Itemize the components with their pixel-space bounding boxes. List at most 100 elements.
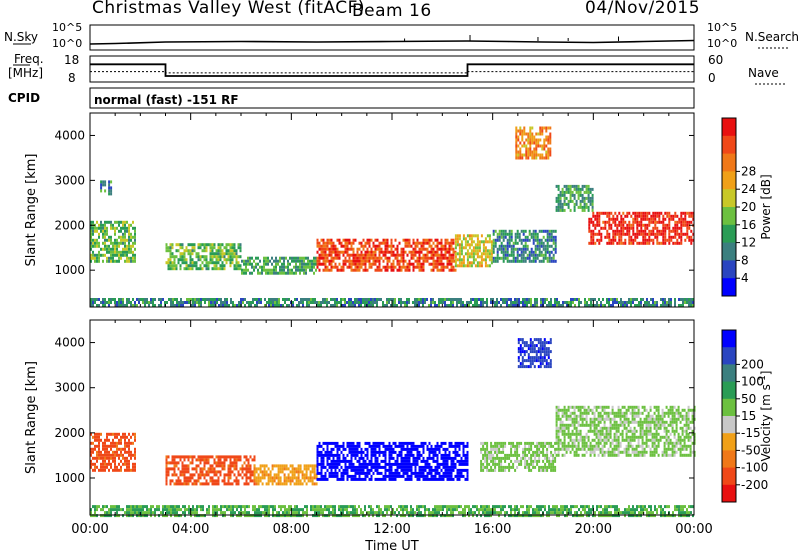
velocity-xtick-label: 08:00 xyxy=(273,522,310,537)
power-colorbar-seg-3 xyxy=(722,171,736,190)
power-ylabel: Slant Range [km] xyxy=(24,154,39,267)
power-colorbar-label: Power [dB] xyxy=(759,174,773,239)
velocity-xlabel: Time UT xyxy=(364,539,418,554)
velocity-data-layer xyxy=(90,338,696,518)
velocity-region-6 xyxy=(693,453,696,457)
power-region-5 xyxy=(490,261,493,265)
power-colorbar-tick-label: 24 xyxy=(741,182,756,196)
power-ytick-label: 2000 xyxy=(54,218,85,232)
power-colorbar-seg-4 xyxy=(722,189,736,208)
power-data-layer xyxy=(90,126,695,307)
velocity-colorbar-seg-7 xyxy=(722,450,736,469)
power-region-6 xyxy=(554,259,557,263)
power-colorbar-seg-2 xyxy=(722,153,736,172)
velocity-xtick-label: 04:00 xyxy=(172,522,209,537)
velocity-region-3 xyxy=(466,477,469,481)
velocity-xtick-label: 16:00 xyxy=(474,522,511,537)
velocity-colorbar-tick-label: -50 xyxy=(741,443,761,457)
power-colorbar-seg-0 xyxy=(722,118,736,137)
power-colorbar-seg-9 xyxy=(722,278,736,297)
velocity-ytick-label: 2000 xyxy=(54,426,85,440)
velocity-colorbar-tick-label: -15 xyxy=(741,426,761,440)
velocity-colorbar-tick-label: -100 xyxy=(741,461,768,475)
nsearch-tick-bottom: 10^0 xyxy=(707,37,738,50)
power-region-7 xyxy=(549,153,552,157)
nsearch-tick-top: 10^5 xyxy=(707,21,738,34)
power-colorbar-seg-1 xyxy=(722,135,736,155)
power-colorbar-seg-6 xyxy=(722,224,736,244)
velocity-ytick-label: 4000 xyxy=(54,336,85,350)
nave-tick-bottom: 0 xyxy=(708,71,716,85)
power-ytick-label: 3000 xyxy=(54,173,85,187)
velocity-ytick-label: 1000 xyxy=(54,471,85,485)
power-colorbar-tick-label: 12 xyxy=(741,236,756,250)
velocity-xtick-label: 12:00 xyxy=(373,522,410,537)
cpid-frame xyxy=(89,87,695,109)
freq-series xyxy=(90,63,694,77)
velocity-colorbar-tick-label: -200 xyxy=(741,478,768,492)
velocity-colorbar-label: Velocity [m s-1] xyxy=(758,371,773,462)
power-region-10 xyxy=(692,304,694,307)
velocity-colorbar-seg-4 xyxy=(722,398,736,417)
velocity-colorbar-tick-label: 200 xyxy=(741,357,764,371)
power-ytick-label: 4000 xyxy=(54,128,85,142)
nave-series xyxy=(90,71,694,74)
nsky-label: N.Sky xyxy=(4,30,39,44)
velocity-colorbar-seg-0 xyxy=(722,330,736,348)
velocity-colorbar-tick-label: 15 xyxy=(741,409,756,423)
nave-tick-top: 60 xyxy=(708,53,724,67)
velocity-colorbar-tick-label: 100 xyxy=(741,375,764,389)
station-title: Christmas Valley West (fitACF) xyxy=(92,0,366,18)
velocity-region-1 xyxy=(253,482,256,486)
velocity-region-7 xyxy=(692,514,694,518)
velocity-colorbar-seg-3 xyxy=(722,381,736,400)
power-region-3 xyxy=(315,268,317,272)
cpid-value: normal (fast) -151 RF xyxy=(94,93,239,107)
beam-title: Beam 16 xyxy=(352,1,432,21)
freq-label: Freq. xyxy=(14,52,44,66)
power-colorbar-tick-label: 8 xyxy=(741,253,749,267)
velocity-region-2 xyxy=(315,482,318,486)
freq-tick-bottom: 8 xyxy=(68,71,76,85)
power-region-4 xyxy=(454,268,457,272)
freq-tick-top: 18 xyxy=(64,53,80,67)
power-colorbar-seg-7 xyxy=(722,242,736,261)
cpid-label: CPID xyxy=(8,91,41,105)
velocity-colorbar-seg-9 xyxy=(722,484,736,503)
power-colorbar-tick-label: 4 xyxy=(741,271,749,285)
freq-unit-label: [MHz] xyxy=(8,66,44,80)
velocity-xtick-label: 20:00 xyxy=(575,522,612,537)
power-ytick-label: 1000 xyxy=(54,263,85,277)
noise-series-0 xyxy=(89,39,695,45)
date-title: 04/Nov/2015 xyxy=(585,0,701,18)
power-colorbar-tick-label: 28 xyxy=(741,164,756,178)
velocity-ytick-label: 3000 xyxy=(54,381,85,395)
power-region-9 xyxy=(692,238,695,242)
velocity-colorbar-seg-5 xyxy=(722,416,736,434)
velocity-xtick-label: 00:00 xyxy=(675,522,712,537)
velocity-region-4 xyxy=(554,468,557,472)
power-region-0 xyxy=(134,259,136,263)
power-colorbar-seg-5 xyxy=(722,207,736,226)
velocity-colorbar-seg-1 xyxy=(722,347,736,365)
power-region-2 xyxy=(239,267,242,271)
power-region-8 xyxy=(591,208,594,212)
velocity-ylabel: Slant Range [km] xyxy=(24,361,39,474)
nave-label: Nave xyxy=(748,66,779,80)
power-colorbar-seg-8 xyxy=(722,260,736,279)
nsearch-label: N.Search xyxy=(745,30,800,44)
noise-panel-frame xyxy=(89,24,695,51)
nsky-tick-bottom: 10^0 xyxy=(52,37,83,50)
power-region-1 xyxy=(110,192,113,196)
velocity-region-0 xyxy=(134,468,136,472)
velocity-colorbar-seg-2 xyxy=(722,364,736,383)
power-frame xyxy=(89,112,695,308)
velocity-xtick-label: 00:00 xyxy=(71,522,108,537)
velocity-region-5 xyxy=(549,365,552,369)
power-colorbar-tick-label: 20 xyxy=(741,200,756,214)
nsky-tick-top: 10^5 xyxy=(52,21,83,34)
velocity-colorbar-tick-label: 50 xyxy=(741,392,756,406)
velocity-colorbar-seg-6 xyxy=(722,433,736,451)
velocity-colorbar-seg-8 xyxy=(722,467,736,486)
